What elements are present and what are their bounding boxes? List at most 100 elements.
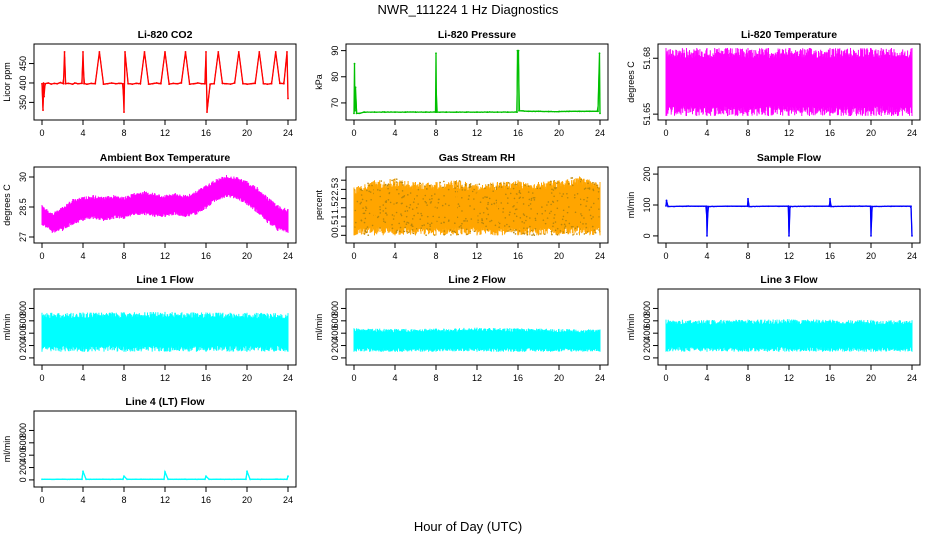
data-point	[367, 234, 370, 236]
data-point	[278, 82, 281, 85]
data-point	[490, 219, 493, 222]
data-point	[411, 228, 414, 231]
data-point	[500, 202, 503, 204]
data-point	[849, 205, 852, 208]
data-point	[481, 221, 483, 224]
data-point	[450, 234, 452, 236]
y-axis-label: ml/min	[314, 314, 324, 341]
y-tick-label: 90	[330, 46, 340, 56]
data-point	[151, 82, 154, 85]
data-point	[705, 205, 708, 208]
data-point	[102, 83, 105, 86]
chart-panel-4: Ambient Box Temperature 0 4 8 12 16 20 24 27 28.5…	[2, 152, 297, 261]
data-point	[568, 110, 571, 113]
data-point	[363, 233, 366, 235]
data-point	[364, 209, 367, 212]
data-point	[726, 205, 729, 208]
y-tick-label: 51.65	[642, 103, 652, 126]
x-tick-label: 4	[704, 128, 709, 138]
data-point	[131, 83, 134, 86]
data-point	[496, 111, 499, 113]
x-tick-label: 24	[907, 251, 917, 261]
x-tick-label: 16	[825, 128, 835, 138]
data-point	[421, 224, 424, 227]
data-point	[514, 208, 517, 211]
data-point	[384, 184, 387, 186]
data-point	[124, 50, 126, 53]
data-point	[443, 180, 445, 183]
chart-panel-2: Li-820 Pressure 0 4 8 12 16 20 24 70 80 90 kPa	[314, 29, 609, 138]
x-tick-label: 20	[554, 128, 564, 138]
data-point	[514, 233, 517, 235]
data-point	[402, 184, 404, 186]
x-tick-label: 8	[121, 373, 126, 383]
data-point	[429, 202, 432, 204]
data-point	[487, 203, 489, 206]
chart-panel-3: Li-820 Temperature 0 4 8 12 16 20 24 51.65 51.68 d…	[626, 29, 921, 138]
data-point	[403, 220, 406, 223]
data-point	[82, 50, 84, 53]
data-point	[576, 192, 579, 195]
data-point	[572, 234, 574, 236]
data-point	[507, 182, 510, 184]
data-point	[85, 478, 87, 481]
data-point	[421, 214, 423, 217]
data-point	[360, 219, 363, 222]
data-point	[567, 183, 570, 185]
data-point	[164, 470, 166, 473]
data-point	[127, 82, 129, 85]
data-point	[544, 222, 547, 225]
data-point	[383, 111, 386, 113]
data-point	[86, 83, 88, 86]
x-tick-label: 0	[351, 128, 356, 138]
data-point	[665, 199, 668, 202]
data-point	[594, 231, 597, 234]
data-point	[585, 226, 588, 229]
data-point	[598, 208, 600, 210]
data-point	[509, 211, 511, 214]
data-point	[438, 216, 440, 219]
y-tick-label: 3	[330, 178, 340, 183]
data-point	[391, 179, 393, 182]
data-point	[592, 216, 594, 218]
data-point	[512, 231, 515, 234]
chart-panel-5: Gas Stream RH0 4 8 12 16 20 2400.511.522.53per…	[314, 152, 609, 261]
data-point	[426, 204, 428, 206]
data-point	[379, 195, 382, 198]
data-point	[163, 478, 165, 481]
data-point	[360, 188, 362, 191]
data-point	[489, 220, 491, 223]
data-point	[519, 217, 522, 219]
data-point	[476, 111, 478, 113]
data-point	[552, 189, 555, 191]
data-point	[425, 202, 428, 204]
data-point	[401, 181, 404, 184]
data-point	[50, 83, 53, 86]
data-point	[507, 197, 509, 199]
data-point	[414, 111, 417, 113]
data-point	[384, 201, 387, 203]
data-point	[208, 478, 210, 481]
data-point	[451, 230, 454, 232]
data-point	[448, 204, 450, 207]
data-point	[443, 221, 445, 224]
data-point	[566, 211, 569, 214]
data-point	[411, 225, 414, 228]
data-point	[507, 187, 509, 190]
data-point	[461, 196, 463, 199]
data-point	[525, 219, 527, 222]
data-point	[464, 220, 466, 222]
data-point	[371, 224, 374, 227]
data-point	[460, 227, 463, 229]
data-point	[468, 195, 470, 197]
data-point	[286, 478, 288, 481]
x-tick-label: 8	[745, 251, 750, 261]
data-point	[528, 204, 530, 207]
data-point	[405, 205, 408, 208]
data-point	[588, 110, 591, 113]
data-point	[485, 225, 487, 228]
chart-panel-10: Line 4 (LT) Flow 0 4 8 12 16 20 24 0 200400600800…	[2, 396, 297, 505]
x-tick-label: 0	[351, 251, 356, 261]
data-point	[460, 225, 462, 227]
data-point	[539, 233, 541, 235]
